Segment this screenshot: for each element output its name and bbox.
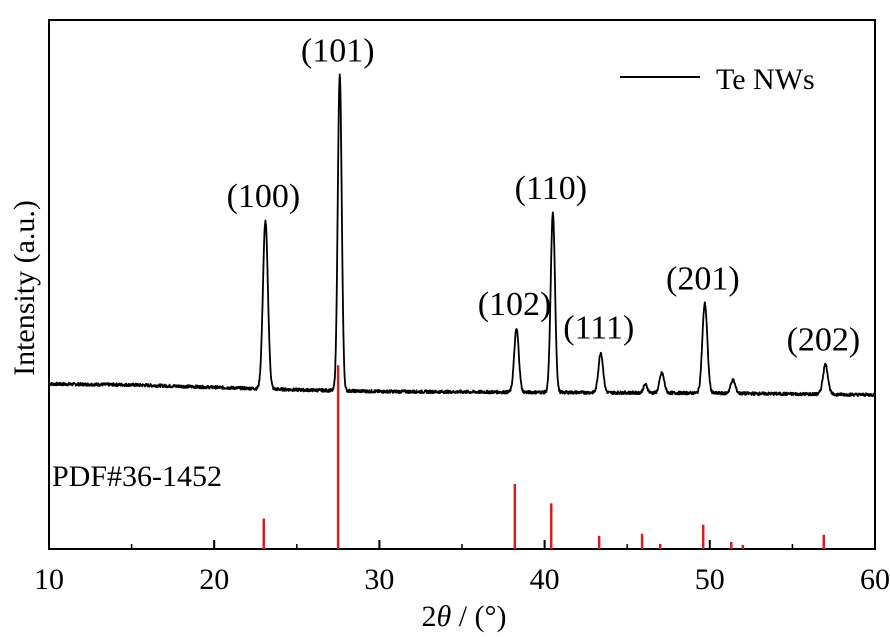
te-nws-trace	[48, 73, 876, 397]
x-axis-label-suffix: / (°)	[451, 600, 506, 633]
legend-label-te-nws: Te NWs	[716, 63, 815, 96]
peak-label-110: (110)	[515, 170, 587, 207]
peak-label-111: (111)	[563, 310, 634, 347]
x-tick-label-20: 20	[199, 563, 229, 596]
x-axis-label-theta: θ	[436, 600, 451, 633]
x-tick-label-50: 50	[695, 563, 725, 596]
peak-label-101: (101)	[301, 32, 375, 69]
x-tick-label-40: 40	[530, 563, 560, 596]
peak-label-102: (102)	[478, 286, 552, 323]
reference-label: PDF#36-1452	[52, 460, 222, 493]
x-axis-label: 2θ / (°)	[421, 600, 506, 633]
x-tick-label-30: 30	[364, 563, 394, 596]
peak-label-201: (201)	[666, 260, 740, 297]
x-tick-label-10: 10	[34, 563, 64, 596]
x-axis-label-prefix: 2	[421, 600, 436, 633]
legend: Te NWs	[620, 63, 815, 96]
x-axis-ticks: 10 20 30 40 50 60	[34, 540, 890, 596]
peak-label-202: (202)	[787, 321, 861, 358]
reference-lines	[262, 365, 826, 549]
series-te-nws	[48, 73, 876, 397]
peak-labels: (100) (101) (102) (110) (111) (201) (202)	[227, 32, 861, 358]
y-axis-label: Intensity (a.u.)	[8, 200, 41, 376]
peak-label-100: (100)	[227, 178, 301, 215]
x-tick-label-60: 60	[860, 563, 890, 596]
